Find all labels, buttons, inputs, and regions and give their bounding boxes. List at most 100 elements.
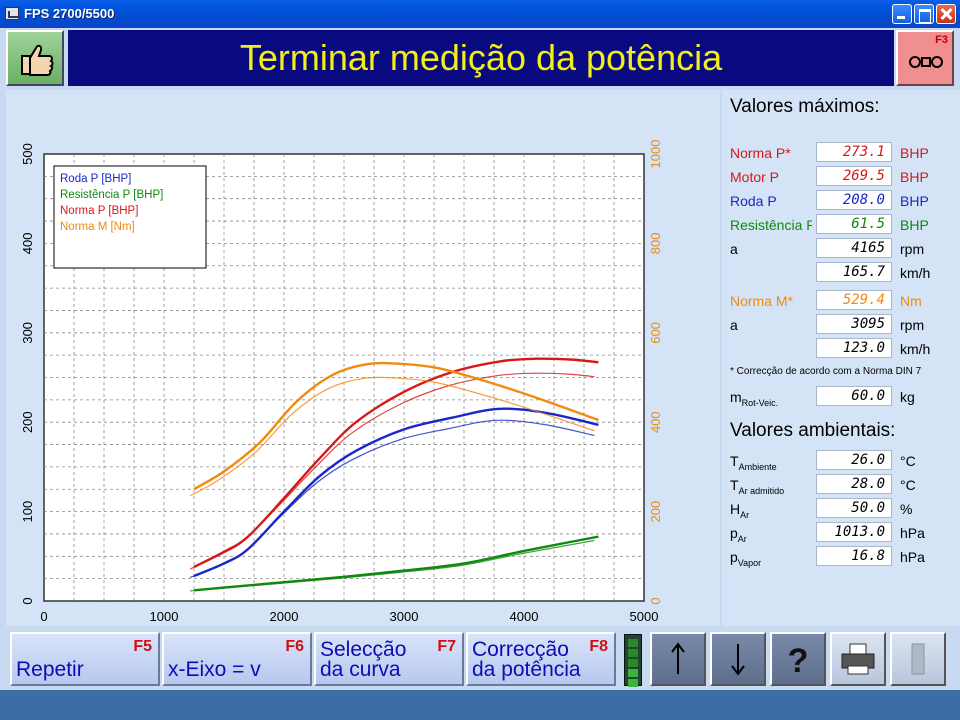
- max-value-row: a 3095 rpm: [730, 314, 960, 336]
- minimize-button[interactable]: [892, 4, 912, 24]
- power-correction-button[interactable]: F8 Correcção da potência: [466, 632, 616, 686]
- ambient-row: pVapor 16.8 hPa: [730, 546, 960, 568]
- arrow-down-icon: [731, 644, 745, 676]
- max-value-label: Roda P: [730, 193, 777, 209]
- scroll-up-button[interactable]: [650, 632, 706, 686]
- f6-key-label: F6: [285, 638, 304, 655]
- mass-value: 60.0: [816, 386, 892, 406]
- legend-entry: Roda P [BHP]: [60, 173, 131, 185]
- ambient-label: TAmbiente: [730, 453, 777, 472]
- question-mark-icon: ?: [788, 642, 809, 680]
- y-left-tick-label: 0: [20, 597, 35, 604]
- max-value-unit: BHP: [900, 145, 929, 161]
- y-right-tick-label: 0: [648, 597, 663, 604]
- max-value-label: Norma P*: [730, 145, 791, 161]
- max-value-row: Roda P 208.0 BHP: [730, 190, 960, 212]
- max-value-unit: BHP: [900, 217, 929, 233]
- y-right-tick-label: 400: [648, 411, 663, 433]
- max-value-display: 61.5: [816, 214, 892, 234]
- taskbar-strip: [0, 690, 960, 720]
- power-curve-chart: 0 1000 2000 3000 4000 50000100200300400500020…: [20, 140, 663, 624]
- max-value-row: a 4165 rpm: [730, 238, 960, 260]
- ambient-unit: hPa: [900, 549, 925, 565]
- max-values-heading: Valores máximos:: [730, 96, 880, 117]
- ambient-label: HAr: [730, 501, 750, 520]
- ambient-label: TAr admitido: [730, 477, 785, 496]
- ambient-row: HAr 50.0%: [730, 498, 960, 520]
- scroll-down-button[interactable]: [710, 632, 766, 686]
- mass-label: mRot-Veic.: [730, 389, 779, 408]
- max-value-unit: rpm: [900, 317, 925, 333]
- x-tick-label: 2000: [270, 609, 299, 624]
- status-led-bar: [624, 634, 642, 687]
- y-left-tick-label: 200: [20, 411, 35, 433]
- ambient-label: pVapor: [730, 549, 762, 568]
- header: Terminar medição da potência F3: [6, 30, 954, 88]
- max-value-row: Norma P* 273.1 BHP: [730, 142, 960, 164]
- engine-off-icon: [909, 56, 943, 68]
- legend-entry: Resistência P [BHP]: [60, 189, 163, 201]
- f3-exit-button[interactable]: F3: [896, 30, 954, 86]
- y-left-tick-label: 400: [20, 233, 35, 255]
- curve-selection-button[interactable]: F7 Selecção da curva: [314, 632, 464, 686]
- device-button[interactable]: [890, 632, 946, 686]
- curve-selection-label: Selecção da curva: [320, 638, 407, 681]
- print-button[interactable]: [830, 632, 886, 686]
- max-value-row: 165.7 km/h: [730, 262, 960, 284]
- max-value-display: 165.7: [816, 262, 892, 282]
- series-line: [193, 361, 599, 491]
- mass-unit: kg: [900, 389, 915, 405]
- svg-text:?: ?: [788, 642, 809, 680]
- max-value-row: Norma M* 529.4 Nm: [730, 290, 960, 312]
- series-line: [193, 535, 599, 592]
- app-client-area: Terminar medição da potência F3 0 1000 200…: [0, 28, 960, 690]
- max-value-row: 123.0 km/h: [730, 338, 960, 360]
- max-value-display: 208.0: [816, 190, 892, 210]
- help-button[interactable]: ?: [770, 632, 826, 686]
- ambient-row: TAmbiente 26.0 °C: [730, 450, 960, 472]
- max-value-unit: km/h: [900, 341, 931, 357]
- repeat-button[interactable]: F5 Repetir: [10, 632, 160, 686]
- max-value-display: 123.0: [816, 338, 892, 358]
- max-value-label: a: [730, 317, 738, 333]
- ambient-value: 28.0: [816, 474, 892, 494]
- series-line: [193, 357, 599, 569]
- power-correction-label: Correcção da potência: [472, 638, 581, 681]
- y-left-tick-label: 100: [20, 501, 35, 523]
- f7-key-label: F7: [437, 638, 456, 655]
- ambient-label-sub: Vapor: [737, 557, 762, 568]
- confirm-button[interactable]: [6, 30, 64, 86]
- max-value-display: 3095: [816, 314, 892, 334]
- max-value-row: Resistência P 61.5 BHP: [730, 214, 960, 236]
- chart-legend: [53, 165, 207, 269]
- f5-key-label: F5: [133, 638, 152, 655]
- ambient-label: pAr: [730, 525, 747, 544]
- close-button[interactable]: [936, 4, 956, 24]
- printer-icon: [841, 643, 875, 675]
- maximize-button[interactable]: [914, 4, 934, 24]
- x-tick-label: 1000: [150, 609, 179, 624]
- x-tick-label: 4000: [510, 609, 539, 624]
- ambient-value: 26.0: [816, 450, 892, 470]
- arrow-up-icon: [671, 642, 685, 674]
- y-right-tick-label: 200: [648, 501, 663, 523]
- y-left-tick-label: 300: [20, 322, 35, 344]
- ambient-value: 16.8: [816, 546, 892, 566]
- y-right-tick-label: 1000: [648, 140, 663, 169]
- f3-key-label: F3: [935, 34, 948, 46]
- x-tick-label: 0: [40, 609, 47, 624]
- y-right-tick-label: 600: [648, 322, 663, 344]
- ambient-unit: hPa: [900, 525, 925, 541]
- max-value-unit: BHP: [900, 193, 929, 209]
- x-axis-button[interactable]: F6 x-Eixo = v: [162, 632, 312, 686]
- x-tick-label: 5000: [630, 609, 659, 624]
- ambient-value: 1013.0: [816, 522, 892, 542]
- max-value-display: 529.4: [816, 290, 892, 310]
- ambient-label-sub: Ambiente: [738, 461, 777, 472]
- power-chart-panel: 0 1000 2000 3000 4000 5000 0 100 200 300 400 500 0 20…: [6, 90, 720, 626]
- max-value-display: 269.5: [816, 166, 892, 186]
- max-value-unit: Nm: [900, 293, 922, 309]
- page-title: Terminar medição da potência: [68, 30, 894, 86]
- ambient-label-sub: Ar admitido: [738, 485, 785, 496]
- series-line: [193, 407, 599, 578]
